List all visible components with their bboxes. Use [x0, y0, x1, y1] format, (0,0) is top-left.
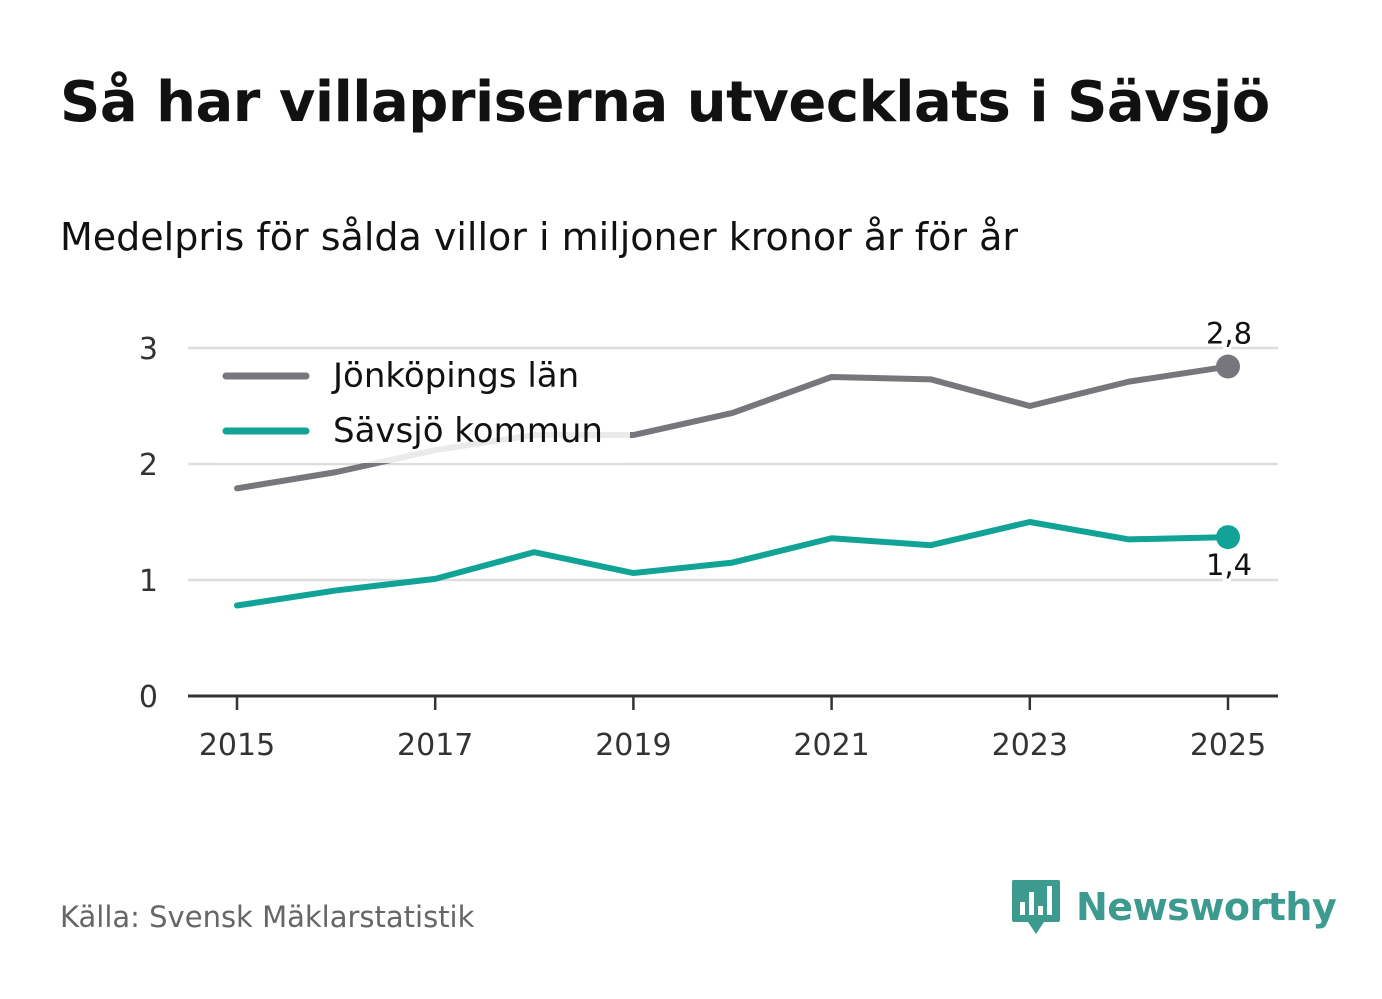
x-tick-label: 2023 [992, 728, 1068, 763]
y-tick-label: 0 [139, 680, 158, 715]
x-tick-label: 2025 [1190, 728, 1266, 763]
end-value-label: 1,4 [1206, 548, 1252, 582]
x-tick-label: 2019 [595, 728, 671, 763]
series-line-savsjo-kommun [234, 519, 1231, 609]
legend-label: Sävsjö kommun [333, 411, 603, 451]
chart-title: Så har villapriserna utvecklats i Sävsjö [60, 70, 1270, 135]
legend-label: Jönköpings län [331, 356, 579, 396]
x-tick-label: 2021 [793, 728, 869, 763]
end-marker [1216, 354, 1240, 379]
y-tick-label: 2 [139, 448, 158, 483]
y-tick-label: 3 [139, 332, 158, 367]
brand-logo: Newsworthy [1010, 878, 1337, 936]
chart-subtitle: Medelpris för sålda villor i miljoner kr… [60, 215, 1019, 259]
brand-name: Newsworthy [1076, 885, 1337, 929]
source-note: Källa: Svensk Mäklarstatistik [60, 900, 475, 934]
end-value-label: 2,8 [1206, 317, 1252, 351]
legend-background [212, 350, 630, 463]
bar-chart-speech-icon [1012, 880, 1060, 934]
end-marker [1216, 525, 1240, 550]
y-tick-label: 1 [139, 564, 158, 599]
x-tick-label: 2015 [199, 728, 275, 763]
x-tick-label: 2017 [397, 728, 473, 763]
